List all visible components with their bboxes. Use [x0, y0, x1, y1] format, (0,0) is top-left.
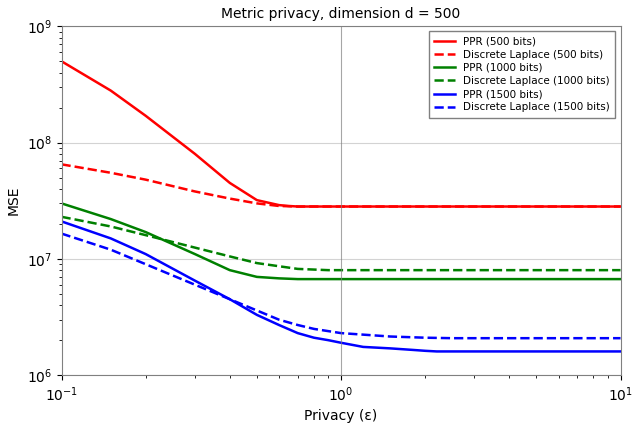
Line: Discrete Laplace (1500 bits): Discrete Laplace (1500 bits) [61, 233, 621, 338]
Discrete Laplace (1500 bits) [337, 331, 345, 336]
Discrete Laplace (500 bits) [191, 189, 198, 194]
Discrete Laplace (1500 bits) [142, 261, 150, 267]
PPR (1500 bits) [310, 335, 318, 340]
PPR (1000 bits) [142, 230, 150, 235]
Discrete Laplace (1500 bits) [58, 231, 65, 236]
Y-axis label: MSE: MSE [7, 186, 21, 215]
Discrete Laplace (1000 bits) [294, 266, 301, 271]
Discrete Laplace (1000 bits) [324, 267, 332, 273]
PPR (1000 bits) [294, 276, 301, 282]
Discrete Laplace (1000 bits) [226, 254, 234, 259]
Discrete Laplace (1000 bits) [617, 267, 625, 273]
Discrete Laplace (500 bits) [294, 204, 301, 209]
Line: Discrete Laplace (500 bits): Discrete Laplace (500 bits) [61, 164, 621, 206]
Line: PPR (1000 bits): PPR (1000 bits) [61, 203, 621, 279]
PPR (1500 bits) [359, 344, 367, 350]
Discrete Laplace (1500 bits) [253, 308, 260, 313]
PPR (1000 bits) [58, 201, 65, 206]
PPR (1000 bits) [226, 267, 234, 273]
Legend: PPR (500 bits), Discrete Laplace (500 bits), PPR (1000 bits), Discrete Laplace (: PPR (500 bits), Discrete Laplace (500 bi… [429, 31, 615, 117]
PPR (500 bits) [294, 204, 301, 209]
Discrete Laplace (1500 bits) [387, 334, 394, 339]
Discrete Laplace (1500 bits) [191, 282, 198, 287]
PPR (500 bits) [142, 113, 150, 118]
PPR (1500 bits) [142, 252, 150, 257]
PPR (1500 bits) [226, 297, 234, 302]
Discrete Laplace (500 bits) [617, 204, 625, 209]
Discrete Laplace (1000 bits) [58, 214, 65, 219]
Discrete Laplace (500 bits) [275, 203, 283, 209]
Line: PPR (1500 bits): PPR (1500 bits) [61, 221, 621, 351]
Discrete Laplace (1000 bits) [107, 224, 115, 229]
PPR (1000 bits) [317, 276, 325, 282]
Discrete Laplace (500 bits) [226, 196, 234, 201]
Discrete Laplace (1000 bits) [253, 261, 260, 266]
PPR (1500 bits) [253, 312, 260, 317]
Discrete Laplace (1000 bits) [191, 245, 198, 250]
PPR (1500 bits) [387, 346, 394, 351]
X-axis label: Privacy (ε): Privacy (ε) [305, 409, 378, 423]
PPR (1500 bits) [617, 349, 625, 354]
Discrete Laplace (1500 bits) [107, 247, 115, 252]
Line: PPR (500 bits): PPR (500 bits) [61, 61, 621, 206]
Discrete Laplace (1500 bits) [310, 326, 318, 332]
PPR (1500 bits) [421, 348, 429, 353]
PPR (1500 bits) [294, 331, 301, 336]
Discrete Laplace (1500 bits) [275, 317, 283, 322]
PPR (1500 bits) [275, 322, 283, 328]
PPR (1500 bits) [107, 236, 115, 241]
Discrete Laplace (1500 bits) [294, 322, 301, 328]
Title: Metric privacy, dimension d = 500: Metric privacy, dimension d = 500 [221, 7, 461, 21]
Discrete Laplace (500 bits) [107, 170, 115, 175]
PPR (1000 bits) [337, 276, 345, 282]
Discrete Laplace (500 bits) [142, 177, 150, 182]
PPR (500 bits) [226, 180, 234, 185]
PPR (1500 bits) [337, 340, 345, 345]
Discrete Laplace (1500 bits) [449, 335, 456, 341]
PPR (1500 bits) [408, 347, 416, 353]
Discrete Laplace (500 bits) [58, 162, 65, 167]
PPR (1500 bits) [191, 278, 198, 283]
Discrete Laplace (1000 bits) [142, 233, 150, 238]
PPR (1500 bits) [324, 338, 332, 343]
PPR (500 bits) [107, 88, 115, 93]
PPR (500 bits) [253, 197, 260, 203]
Discrete Laplace (1000 bits) [337, 267, 345, 273]
PPR (1000 bits) [302, 276, 310, 282]
Discrete Laplace (1500 bits) [226, 297, 234, 302]
PPR (500 bits) [285, 203, 292, 209]
Discrete Laplace (1500 bits) [617, 335, 625, 341]
PPR (1000 bits) [107, 216, 115, 221]
PPR (1000 bits) [275, 276, 283, 281]
Line: Discrete Laplace (1000 bits): Discrete Laplace (1000 bits) [61, 217, 621, 270]
PPR (1000 bits) [617, 276, 625, 282]
PPR (1000 bits) [191, 252, 198, 257]
Discrete Laplace (500 bits) [253, 201, 260, 206]
PPR (1000 bits) [253, 274, 260, 280]
PPR (500 bits) [617, 204, 625, 209]
PPR (500 bits) [191, 151, 198, 157]
PPR (500 bits) [275, 203, 283, 208]
PPR (1500 bits) [58, 219, 65, 224]
PPR (1500 bits) [433, 349, 440, 354]
Discrete Laplace (1500 bits) [421, 335, 429, 340]
PPR (500 bits) [58, 59, 65, 64]
